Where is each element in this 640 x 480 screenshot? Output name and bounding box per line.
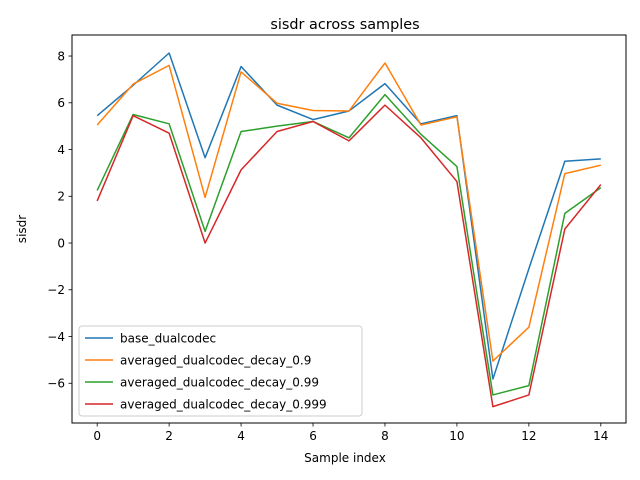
y-tick-label: −6 [47, 377, 65, 391]
series-line-2 [96, 93, 602, 396]
y-axis-ticks: −6 −4 −2 0 2 4 6 8 [47, 49, 72, 391]
x-tick-label: 2 [165, 429, 173, 443]
legend-box [78, 325, 363, 417]
series-line-1 [96, 62, 601, 362]
y-tick-label: 2 [57, 190, 65, 204]
series-line-3 [96, 104, 602, 408]
x-tick-label: 10 [449, 429, 464, 443]
x-axis-ticks: 0 2 4 6 8 10 12 14 [93, 423, 608, 443]
x-axis-label: Sample index [304, 451, 386, 465]
y-tick-label: 0 [57, 236, 65, 250]
legend-label-0: base_dualcodec [120, 331, 216, 345]
axes-frame [71, 34, 627, 424]
chart-title: sisdr across samples [270, 17, 419, 33]
y-tick-label: −4 [47, 330, 65, 344]
x-tick-label: 6 [309, 429, 317, 443]
y-tick-label: 4 [57, 143, 65, 157]
legend-label-1: averaged_dualcodec_decay_0.9 [120, 353, 311, 367]
x-tick-label: 8 [381, 429, 389, 443]
y-tick-label: 6 [57, 96, 65, 110]
legend: base_dualcodec averaged_dualcodec_decay_0… [78, 325, 363, 417]
x-tick-label: 12 [521, 429, 536, 443]
x-tick-label: 0 [93, 429, 101, 443]
legend-label-2: averaged_dualcodec_decay_0.99 [120, 375, 319, 389]
y-tick-label: −2 [47, 283, 65, 297]
x-tick-label: 4 [237, 429, 245, 443]
x-tick-label: 14 [593, 429, 608, 443]
legend-label-3: averaged_dualcodec_decay_0.999 [120, 397, 327, 411]
y-tick-label: 8 [57, 49, 65, 63]
series-lines [96, 52, 602, 408]
y-axis-label: sisdr [15, 215, 29, 243]
